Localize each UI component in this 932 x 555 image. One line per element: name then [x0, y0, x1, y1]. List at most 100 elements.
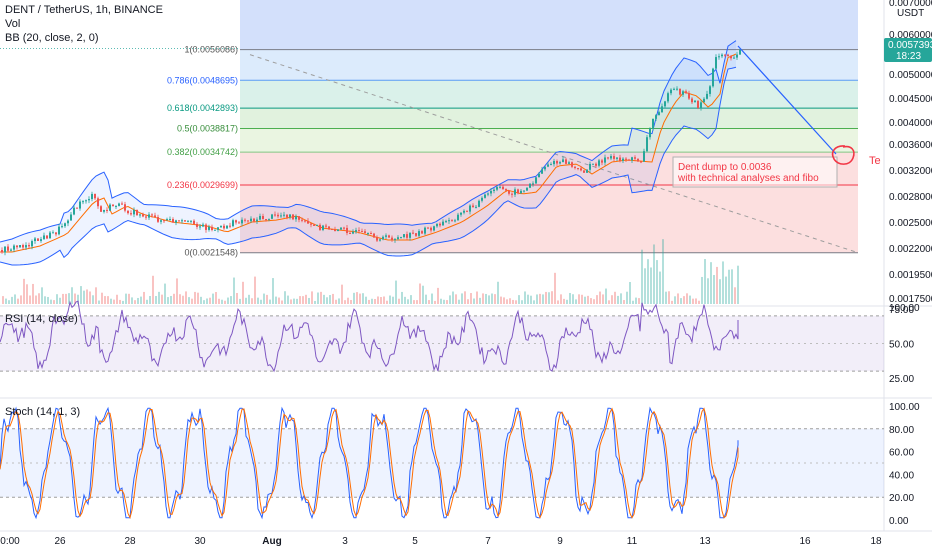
- candle-body: [571, 162, 573, 167]
- volume-bar: [449, 295, 451, 304]
- candle-body: [628, 159, 630, 161]
- price-tick-label: 0.0040000: [889, 118, 932, 129]
- volume-bar: [560, 294, 562, 304]
- volume-bar: [95, 287, 97, 304]
- price-axis[interactable]: 0.0070000 USDT 0.0060000 0.0050000 0.00450…: [889, 0, 932, 305]
- candle-body: [517, 189, 519, 194]
- volume-bar: [584, 296, 586, 304]
- volume-bar: [581, 294, 583, 304]
- currency-label: USDT: [897, 8, 924, 19]
- volume-legend[interactable]: Vol: [5, 18, 20, 30]
- time-axis[interactable]: 0:00 26 28 30 Aug 3 5 7 9 11 13 16 18: [0, 536, 882, 547]
- candle-body: [556, 160, 558, 164]
- volume-bar: [62, 293, 64, 304]
- volume-bar: [629, 282, 631, 304]
- volume-bar: [104, 296, 106, 304]
- candle-body: [34, 238, 36, 242]
- volume-bar: [293, 298, 295, 304]
- stoch-tick-label: 0.00: [889, 516, 909, 527]
- volume-bar: [515, 300, 517, 304]
- candle-body: [586, 169, 588, 173]
- volume-bar: [92, 295, 94, 304]
- trendline-dashed[interactable]: [249, 54, 859, 254]
- candle-body: [454, 220, 456, 222]
- volume-bar: [68, 293, 70, 304]
- candle-body: [484, 194, 486, 198]
- volume-bar: [29, 295, 31, 304]
- volume-bar: [383, 296, 385, 304]
- volume-bar: [326, 297, 328, 304]
- candle-body: [142, 214, 144, 217]
- bb-upper-band: [0, 40, 737, 243]
- candle-body: [319, 224, 321, 230]
- price-tick-label: 0.0050000: [889, 70, 932, 81]
- candle-body: [406, 234, 408, 238]
- volume-bar: [662, 239, 664, 304]
- volume-bar: [431, 293, 433, 304]
- candle-body: [94, 193, 96, 199]
- fibonacci-retracement[interactable]: 1(0.0056086) 0.786(0.0048695) 0.618(0.0042…: [0, 0, 858, 258]
- volume-bar: [362, 293, 364, 304]
- candle-body: [154, 215, 156, 218]
- candle-body: [469, 205, 471, 212]
- volume-bar: [50, 299, 52, 304]
- volume-bar: [389, 295, 391, 304]
- volume-bar: [467, 299, 469, 304]
- candle-body: [19, 245, 21, 248]
- candle-body: [361, 231, 363, 233]
- projection-drawing[interactable]: [737, 45, 837, 155]
- volume-bar: [5, 298, 7, 304]
- bb-legend[interactable]: BB (20, close, 2, 0): [5, 32, 99, 44]
- annotation-callout[interactable]: Dent dump to 0.0036 with technical analy…: [672, 156, 838, 188]
- symbol-title[interactable]: DENT / TetherUS, 1h, BINANCE: [5, 4, 163, 16]
- volume-bar: [356, 292, 358, 304]
- candle-body: [313, 224, 315, 226]
- candle-body: [526, 187, 528, 191]
- annotation-box[interactable]: [672, 156, 838, 188]
- volume-bar: [155, 296, 157, 304]
- candle-body: [457, 214, 459, 221]
- rsi-legend[interactable]: RSI (14, close): [5, 313, 78, 325]
- volume-bar: [506, 299, 508, 304]
- volume-bar: [299, 296, 301, 304]
- candle-body: [76, 207, 78, 209]
- volume-bar: [641, 249, 643, 304]
- volume-bar: [368, 299, 370, 304]
- candle-body: [718, 56, 720, 58]
- volume-bar: [146, 299, 148, 304]
- target-circle-drawing[interactable]: [831, 145, 855, 165]
- candle-body: [337, 229, 339, 232]
- candle-body: [574, 166, 576, 169]
- volume-bar: [473, 298, 475, 304]
- candle-body: [403, 234, 405, 238]
- candle-body: [475, 206, 477, 208]
- candle-body: [505, 189, 507, 191]
- candle-body: [160, 220, 162, 222]
- volume-bar: [491, 293, 493, 304]
- volume-bar: [182, 295, 184, 304]
- candle-body: [583, 170, 585, 173]
- candle-body: [118, 203, 120, 206]
- stoch-legend[interactable]: Stoch (14, 1, 3): [5, 406, 80, 418]
- candle-body: [169, 219, 171, 221]
- annotation-line-1: Dent dump to 0.0036: [678, 162, 772, 173]
- volume-bar: [119, 299, 121, 304]
- volume-bar: [332, 293, 334, 304]
- candle-body: [481, 197, 483, 201]
- volume-bar: [140, 296, 142, 304]
- candle-body: [286, 214, 288, 218]
- candle-body: [691, 98, 693, 103]
- stoch-tick-label: 60.00: [889, 448, 914, 459]
- volume-bar: [710, 262, 712, 304]
- candle-body: [55, 232, 57, 235]
- volume-bar: [554, 272, 556, 304]
- time-tick-label: 3: [342, 536, 348, 547]
- candle-body: [610, 156, 612, 159]
- volume-bar: [548, 292, 550, 304]
- candle-body: [280, 215, 282, 217]
- fib-label-0.382: 0.382(0.0034742): [167, 147, 238, 157]
- stoch-tick-label: 40.00: [889, 470, 914, 481]
- volume-bar: [65, 293, 67, 304]
- volume-bar: [410, 295, 412, 304]
